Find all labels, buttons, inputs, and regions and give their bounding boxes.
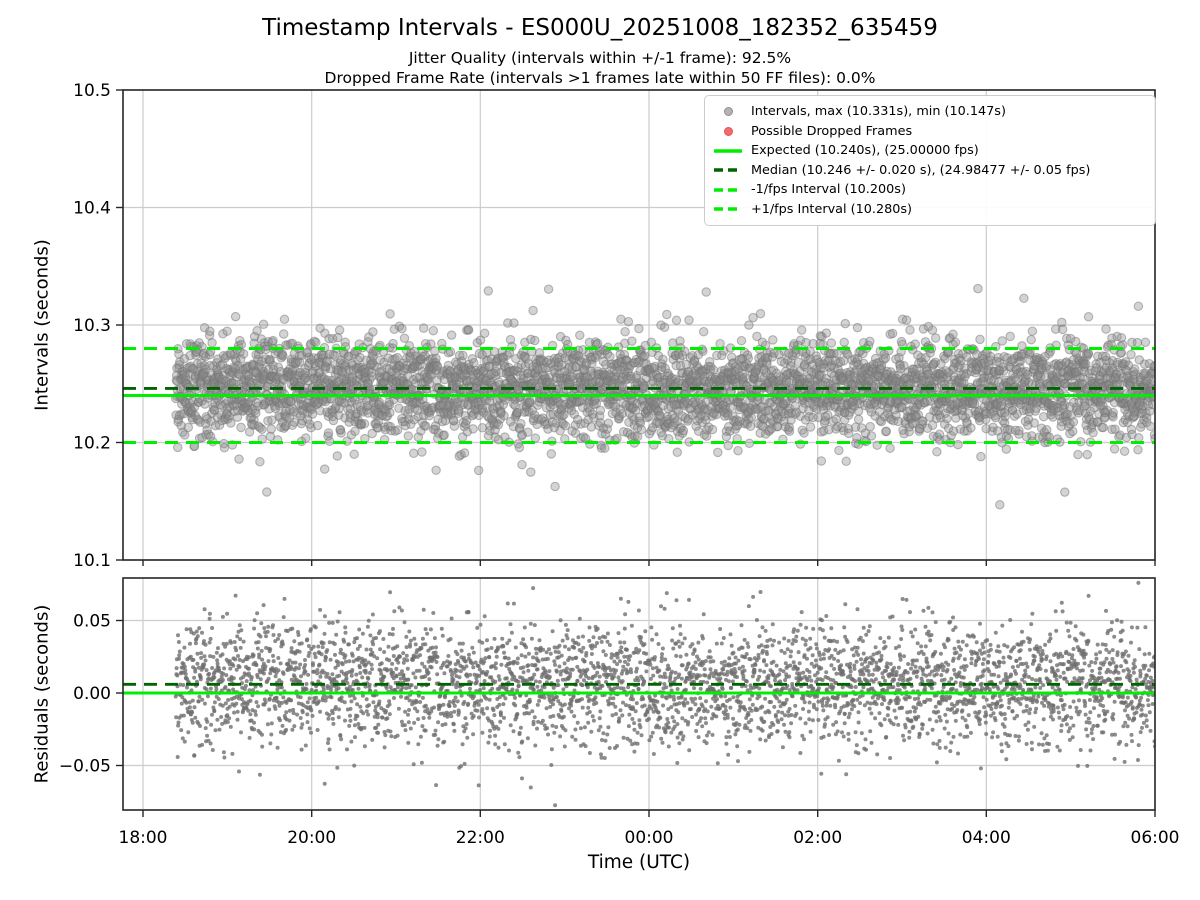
figure-title: Timestamp Intervals - ES000U_20251008_18…	[262, 15, 938, 41]
bottom-ref-line	[123, 682, 1155, 695]
legend-item-median: Median (10.246 +/- 0.020 s), (24.98477 +…	[713, 161, 1147, 181]
x-tick-label: 02:00	[793, 828, 842, 848]
legend: Intervals, max (10.331s), min (10.147s) P…	[704, 95, 1156, 226]
bottom-y-tick-label: −0.05	[59, 757, 111, 777]
plus-1fps-line-icon	[713, 206, 743, 212]
legend-label: Intervals, max (10.331s), min (10.147s)	[751, 104, 1006, 120]
top-scatter-points	[170, 283, 1155, 510]
bottom-y-axis-label: Residuals (seconds)	[31, 604, 53, 784]
legend-label: Expected (10.240s), (25.00000 fps)	[751, 143, 979, 159]
legend-item-plus-1fps: +1/fps Interval (10.280s)	[713, 200, 1147, 220]
top-y-tick-label: 10.1	[73, 551, 111, 571]
bottom-plot-frame	[122, 577, 1156, 811]
x-tick-label: 22:00	[456, 828, 505, 848]
top-y-tick-label: 10.2	[73, 434, 111, 454]
x-tick-label: 20:00	[287, 828, 336, 848]
top-y-tick-label: 10.3	[73, 316, 111, 336]
legend-label: Possible Dropped Frames	[751, 123, 913, 139]
bottom-y-tick-label: 0.00	[73, 684, 111, 704]
x-axis-label: Time (UTC)	[587, 852, 691, 873]
x-tick-label: 06:00	[1131, 828, 1180, 848]
legend-item-intervals: Intervals, max (10.331s), min (10.147s)	[713, 102, 1147, 122]
legend-label: -1/fps Interval (10.200s)	[751, 182, 906, 198]
bottom-y-tick-label: 0.05	[73, 612, 111, 632]
figure-subtitle-dropped: Dropped Frame Rate (intervals >1 frames …	[324, 69, 876, 87]
top-y-axis-label: Intervals (seconds)	[31, 239, 53, 411]
legend-item-expected: Expected (10.240s), (25.00000 fps)	[713, 141, 1147, 161]
legend-label: +1/fps Interval (10.280s)	[751, 201, 913, 217]
top-y-tick-label: 10.4	[73, 199, 111, 219]
expected-line-icon	[713, 148, 743, 154]
legend-item-dropped-frames: Possible Dropped Frames	[713, 122, 1147, 142]
legend-item-minus-1fps: -1/fps Interval (10.200s)	[713, 180, 1147, 200]
legend-label: Median (10.246 +/- 0.020 s), (24.98477 +…	[751, 162, 1091, 178]
top-y-tick-label: 10.5	[73, 81, 111, 101]
dropped-frames-dot-icon	[713, 126, 743, 136]
tick-marks	[116, 89, 1156, 817]
figure-subtitle-jitter: Jitter Quality (intervals within +/-1 fr…	[408, 49, 792, 67]
intervals-dot-icon	[713, 107, 743, 117]
x-tick-label: 18:00	[119, 828, 168, 848]
minus-1fps-line-icon	[713, 187, 743, 193]
median-line-icon	[713, 167, 743, 173]
x-tick-label: 04:00	[962, 828, 1011, 848]
top-ref-line	[123, 347, 1155, 444]
tick-labels: 18:00 20:00 22:00 00:00 02:00 04:00 06:00 10.1 1…	[59, 81, 1180, 848]
x-tick-label: 00:00	[625, 828, 674, 848]
